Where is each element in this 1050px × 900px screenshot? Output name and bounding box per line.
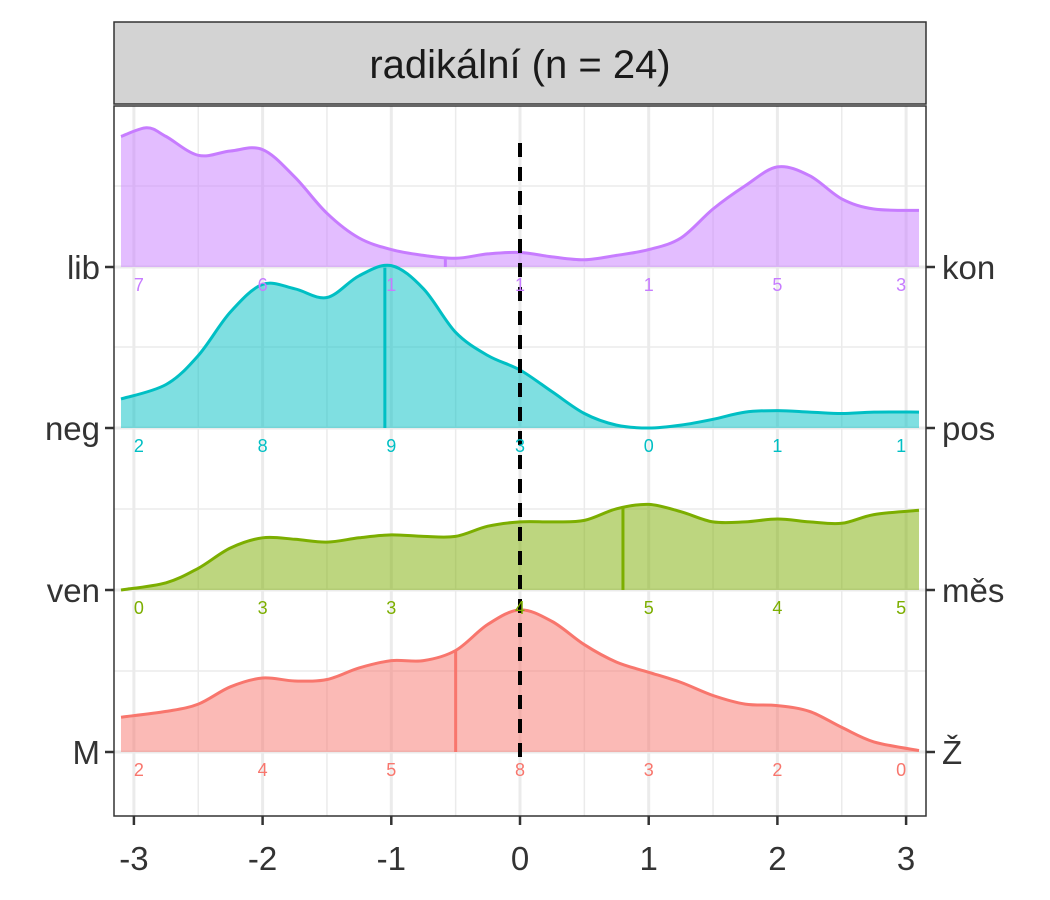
- ridge-area-lib: [121, 127, 919, 267]
- count-label: 9: [386, 436, 396, 456]
- count-label: 5: [896, 598, 906, 618]
- chart-title: radikální (n = 24): [369, 43, 670, 87]
- ridge-ven: [120, 502, 920, 592]
- count-label: 1: [515, 275, 525, 295]
- count-label: 4: [515, 598, 525, 618]
- count-label: 6: [258, 275, 268, 295]
- y-label-right: pos: [942, 410, 995, 447]
- count-label: 4: [772, 598, 782, 618]
- y-label-left: neg: [45, 410, 100, 447]
- x-tick-label: 0: [511, 840, 529, 877]
- count-label: 3: [644, 760, 654, 780]
- count-label: 8: [515, 760, 525, 780]
- count-label: 1: [644, 275, 654, 295]
- count-label: 7: [134, 275, 144, 295]
- ridge-line-ven: [120, 502, 920, 592]
- count-label: 2: [134, 760, 144, 780]
- ridge-lib: [120, 126, 920, 267]
- count-label: 2: [772, 760, 782, 780]
- count-label: 0: [644, 436, 654, 456]
- x-tick-label: -3: [119, 840, 148, 877]
- count-label: 3: [386, 598, 396, 618]
- count-label: 5: [386, 760, 396, 780]
- count-labels: 2 4 5 8 3 2 0 0 3 3 4 5 4 5 2 8 9 3 0 1 1 7 6 1 1 1 5 3: [134, 275, 906, 780]
- count-label: 1: [772, 436, 782, 456]
- count-label: 8: [258, 436, 268, 456]
- count-label: 1: [896, 436, 906, 456]
- x-tick-label: -2: [248, 840, 277, 877]
- count-label: 0: [896, 760, 906, 780]
- y-label-right: Ž: [942, 734, 962, 771]
- x-tick-label: -1: [377, 840, 406, 877]
- count-label: 4: [258, 760, 268, 780]
- y-label-left: lib: [67, 249, 100, 286]
- count-label: 5: [772, 275, 782, 295]
- count-label: 0: [134, 598, 144, 618]
- y-label-left: M: [73, 734, 101, 771]
- count-label: 5: [644, 598, 654, 618]
- y-label-right: kon: [942, 249, 995, 286]
- x-tick-label: 2: [768, 840, 786, 877]
- count-label: 3: [896, 275, 906, 295]
- y-label-left: ven: [47, 572, 100, 609]
- facet-strip: radikální (n = 24): [113, 21, 927, 105]
- count-label: 3: [258, 598, 268, 618]
- count-label: 2: [134, 436, 144, 456]
- y-label-right: měs: [942, 572, 1004, 609]
- x-tick-label: 1: [640, 840, 658, 877]
- facet-strip-background: [113, 21, 927, 105]
- x-tick-label: 3: [897, 840, 915, 877]
- ridge-line-lib: [120, 126, 920, 262]
- count-label: 1: [386, 275, 396, 295]
- x-axis: -3 -2 -1 0 1 2 3: [119, 816, 915, 877]
- ridge-area-ven: [121, 504, 919, 590]
- ridge-area-neg: [121, 265, 919, 428]
- count-label: 3: [515, 436, 525, 456]
